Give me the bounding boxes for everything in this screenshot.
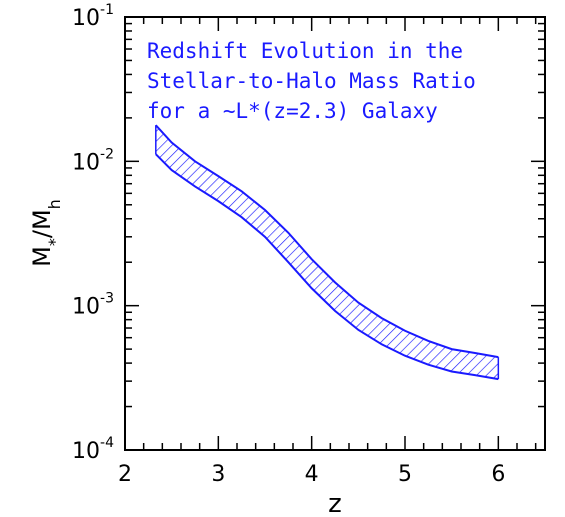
annotation: Redshift Evolution in the Stellar-to-Halo… [147,39,476,123]
x-tick-label: 2 [118,462,132,487]
svg-text:M*/Mh: M*/Mh [28,199,64,267]
x-tick-label: 4 [305,462,319,487]
x-tick-labels: 2 3 4 5 6 [118,462,505,487]
y-axis-label: M*/Mh [28,199,64,267]
x-axis-label: z [328,489,342,517]
annotation-line: Stellar-to-Halo Mass Ratio [147,69,476,93]
y-tick-label: 10-1 [72,2,114,31]
x-tick-label: 5 [398,462,412,487]
y-tick-labels: 10-1 10-2 10-3 10-4 [72,2,114,464]
annotation-line: Redshift Evolution in the [147,39,463,63]
y-tick-label: 10-4 [72,435,114,464]
annotation-line: for a ~L*(z=2.3) Galaxy [147,99,438,123]
plot-frame [124,16,546,451]
y-tick-label: 10-2 [72,146,114,175]
axis-ticks [124,16,545,451]
lower-bound-line [155,153,499,381]
band-fill [155,125,499,380]
data-band [155,124,500,381]
x-tick-label: 6 [491,462,505,487]
x-tick-label: 3 [211,462,225,487]
upper-bound-line [155,124,499,359]
y-tick-label: 10-3 [72,291,114,320]
